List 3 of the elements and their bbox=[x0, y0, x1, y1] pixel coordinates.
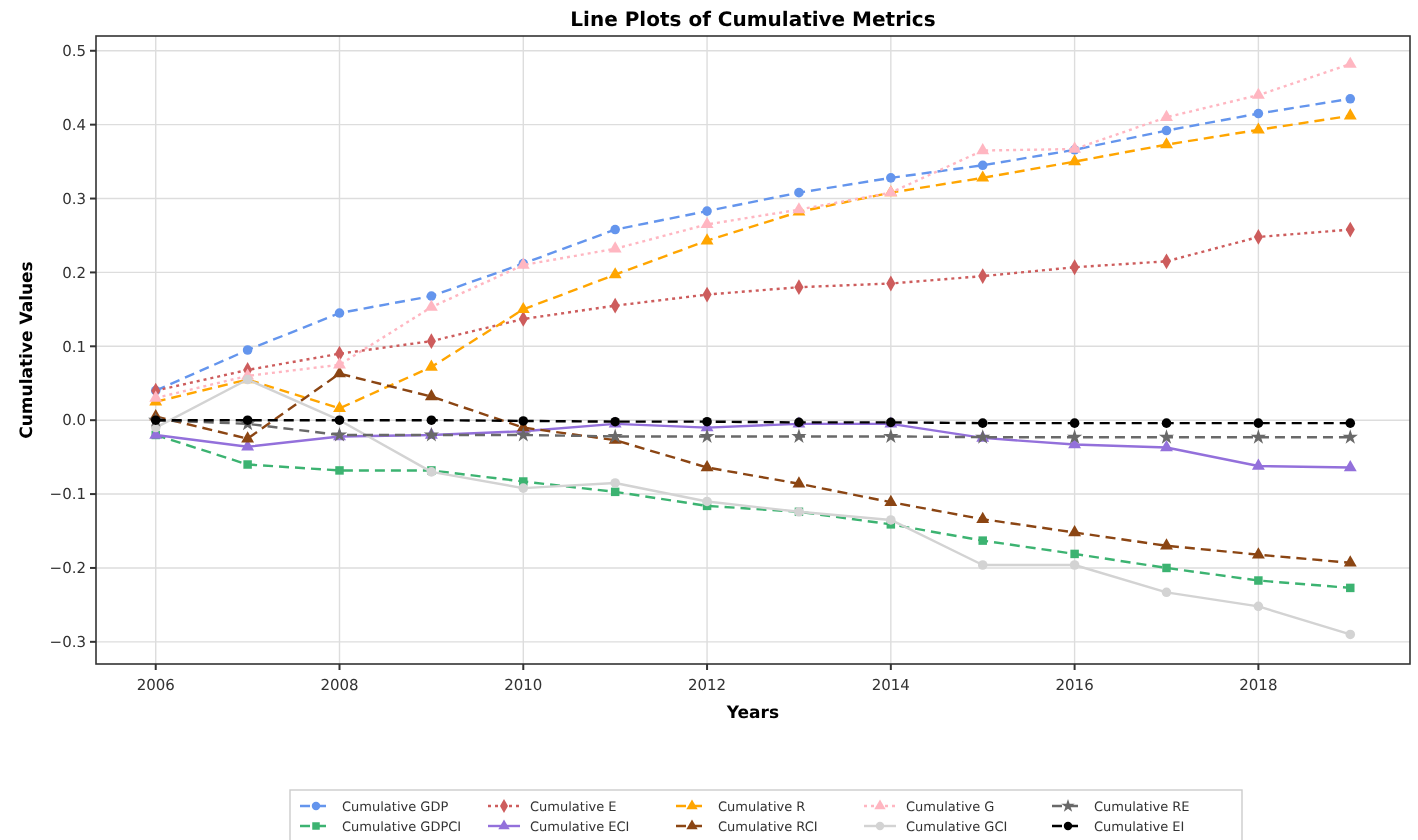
x-axis-title: Years bbox=[724, 704, 780, 724]
chart-title: Line Plots of Cumulative Metrics bbox=[570, 10, 936, 32]
y-axis-title: Cumulative Values bbox=[18, 261, 38, 439]
